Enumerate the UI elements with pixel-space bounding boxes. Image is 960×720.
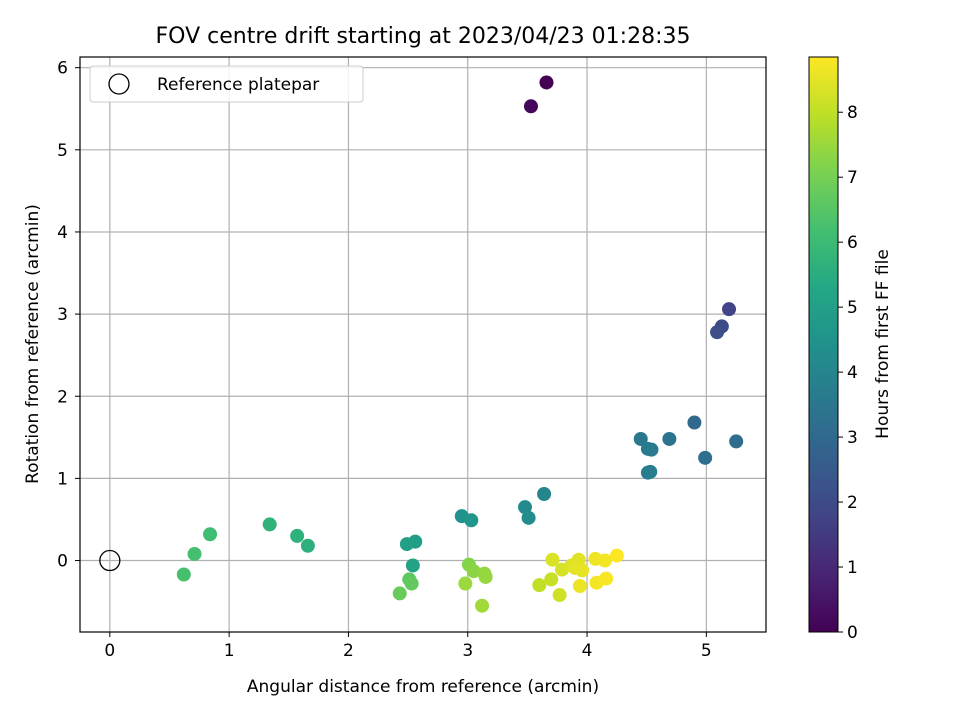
data-point [262,517,277,532]
data-point [458,576,473,591]
legend-marker-reference [108,73,130,95]
data-point [687,415,702,430]
data-point [532,578,547,593]
data-point [644,442,659,457]
data-point [518,500,533,515]
colorbar-ticks: 0 1 2 3 4 5 6 7 8 [838,103,858,643]
colorbar-tick-label: 6 [847,233,858,253]
legend-box [89,65,364,103]
x-tick-label: 1 [224,641,235,661]
y-tick-label: 6 [57,59,68,79]
x-axis-ticks: 0 1 2 3 4 5 [104,632,712,661]
data-point [404,576,419,591]
colorbar-label: Hours from first FF file [873,249,893,439]
data-point [552,588,567,603]
data-point [729,434,744,449]
legend-entry-reference: Reference platepar [157,75,319,95]
colorbar-gradient [808,56,839,633]
data-point [662,431,677,446]
y-tick-label: 1 [57,469,68,489]
x-tick-label: 0 [104,641,115,661]
data-point [599,571,614,586]
plot-frame [79,56,767,633]
colorbar-tick-label: 7 [847,168,858,188]
data-point [722,302,737,317]
data-point [643,464,658,479]
legend: Reference platepar [89,65,364,103]
data-point [544,572,559,587]
data-point [290,528,305,543]
data-point [392,586,407,601]
data-point [537,487,552,501]
y-tick-label: 2 [57,387,68,407]
x-tick-label: 3 [462,641,473,661]
colorbar-tick-label: 3 [847,428,858,448]
data-point [466,564,481,579]
data-point [405,558,420,573]
y-tick-label: 5 [57,141,68,161]
colorbar: 0 1 2 3 4 5 6 7 8 Hours from first FF file [808,56,893,643]
data-point [300,538,315,553]
colorbar-tick-label: 5 [847,298,858,318]
data-point [609,548,624,563]
data-point [572,579,587,593]
data-point [710,325,725,340]
data-point [539,75,554,90]
y-axis-label: Rotation from reference (arcmin) [23,204,43,484]
data-point [698,450,713,465]
data-point [597,553,612,568]
colorbar-tick-label: 0 [847,623,858,643]
data-point [521,510,536,525]
data-point [478,569,493,584]
y-axis-ticks: 0 1 2 3 4 5 6 [57,59,80,572]
scatter-points [99,75,744,613]
colorbar-tick-label: 1 [847,558,858,578]
data-point [523,99,538,114]
y-tick-label: 4 [57,223,68,243]
colorbar-tick-label: 2 [847,493,858,513]
x-tick-label: 2 [343,641,354,661]
grid-lines [80,57,766,632]
reference-platepar-marker [99,549,121,572]
data-point [399,537,414,552]
chart-title: FOV centre drift starting at 2023/04/23 … [156,24,691,49]
x-axis-label: Angular distance from reference (arcmin) [247,677,599,697]
data-point [575,563,590,578]
data-point [633,431,648,446]
data-point [464,513,479,528]
y-tick-label: 0 [57,552,68,572]
data-point [475,598,490,613]
colorbar-tick-label: 8 [847,103,858,123]
data-point [176,567,191,582]
data-point [203,527,218,542]
y-tick-label: 3 [57,305,68,325]
x-tick-label: 5 [701,641,712,661]
data-point [545,552,560,567]
colorbar-tick-label: 4 [847,363,858,383]
x-tick-label: 4 [582,641,593,661]
data-point [187,546,202,561]
